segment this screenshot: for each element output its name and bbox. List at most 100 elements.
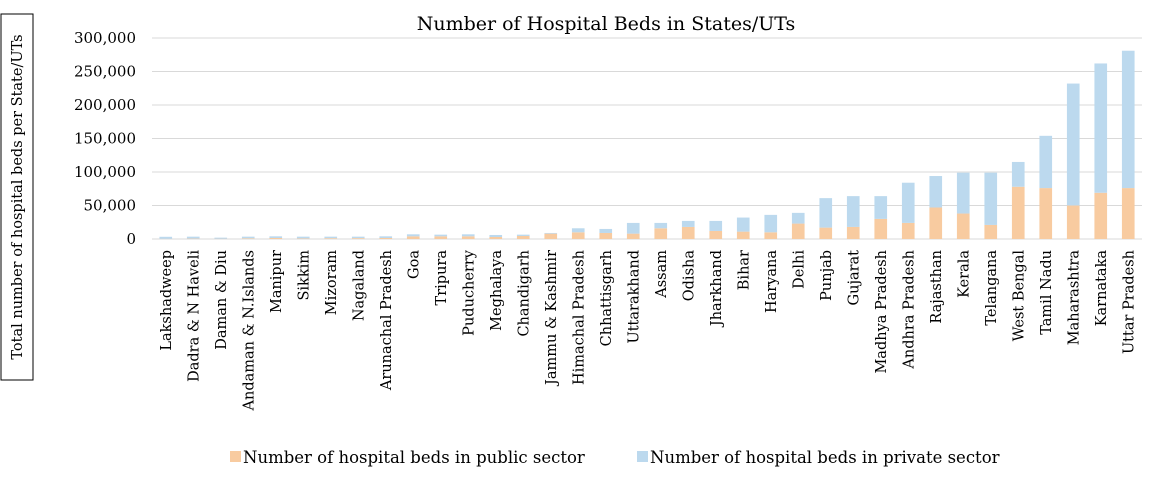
bar-private	[159, 236, 173, 239]
bar-private	[791, 212, 805, 224]
bar-private	[1039, 135, 1053, 189]
bar-public	[544, 233, 558, 239]
bar-public	[489, 236, 503, 239]
category-label: Himachal Pradesh	[571, 250, 587, 385]
category-label: Chhattisgarh	[599, 250, 615, 346]
category-label: Uttar Pradesh	[1121, 250, 1137, 354]
bar-public	[1121, 188, 1135, 239]
category-label: Nagaland	[351, 250, 367, 321]
bar-public	[379, 237, 393, 239]
bar-private	[296, 236, 310, 239]
category-label: Meghalaya	[489, 250, 505, 331]
bar-public	[846, 226, 860, 239]
category-label: Punjab	[819, 250, 835, 301]
y-tick-label: 0	[126, 230, 136, 248]
bar-private	[599, 228, 613, 233]
bar-private	[379, 236, 393, 238]
bar-public	[1094, 192, 1108, 239]
bar-private	[214, 237, 228, 239]
category-label: Assam	[654, 250, 670, 299]
legend-swatch-public	[230, 451, 241, 462]
category-label: Bihar	[736, 250, 752, 290]
category-label: Andaman & N.Islands	[241, 250, 257, 411]
bar-public	[874, 218, 888, 239]
bar-private	[681, 220, 695, 227]
bar-public	[461, 236, 475, 239]
category-label: Puducherry	[461, 249, 477, 336]
bar-private	[324, 236, 338, 239]
bar-private	[874, 196, 888, 219]
bar-private	[406, 234, 420, 237]
bar-public	[681, 226, 695, 239]
bar-private	[186, 236, 200, 239]
bar-private	[764, 214, 778, 233]
bar-private	[351, 236, 365, 239]
category-label: Kerala	[956, 250, 972, 298]
legend: Number of hospital beds in public sector…	[230, 448, 1000, 467]
bar-public	[571, 232, 585, 239]
x-tick-labels: Lakshadweep Dadra & N Haveli Daman & Diu An…	[159, 249, 1138, 411]
bar-public	[901, 222, 915, 239]
category-label: Daman & Diu	[214, 250, 230, 350]
bar-public	[324, 238, 338, 239]
legend-label-public: Number of hospital beds in public sector	[243, 448, 585, 467]
bar-public	[516, 235, 530, 239]
bar-public	[269, 237, 283, 239]
bar-private	[626, 222, 640, 234]
category-label: Rajasthan	[929, 250, 945, 324]
category-label: Mizoram	[324, 250, 340, 315]
category-label: Maharashtra	[1066, 250, 1082, 346]
bar-private	[709, 220, 723, 231]
bar-private	[736, 217, 750, 232]
y-tick-label: 200,000	[74, 96, 136, 114]
bars	[159, 50, 1135, 239]
y-axis-title: Total number of hospital beds per State/…	[10, 34, 26, 359]
bar-public	[599, 232, 613, 239]
category-label: Gujarat	[846, 250, 862, 306]
bar-private	[846, 196, 860, 227]
chart-title: Number of Hospital Beds in States/UTs	[417, 13, 796, 35]
bar-public	[241, 238, 255, 239]
bar-private	[461, 234, 475, 237]
category-label: West Bengal	[1011, 250, 1027, 342]
bar-public	[626, 233, 640, 239]
category-label: Delhi	[791, 250, 807, 289]
bar-private	[1121, 50, 1135, 189]
bar-public	[406, 236, 420, 239]
bar-public	[736, 231, 750, 239]
bar-public	[654, 228, 668, 239]
category-label: Jammu & Kashmir	[544, 250, 560, 387]
category-label: Arunachal Pradesh	[379, 250, 395, 391]
y-axis-title-box: Total number of hospital beds per State/…	[0, 13, 34, 381]
y-tick-label: 150,000	[74, 130, 136, 148]
bar-private	[1094, 63, 1108, 193]
bar-public	[764, 232, 778, 239]
legend-swatch-private	[637, 451, 648, 462]
bar-public	[709, 230, 723, 239]
bar-public	[296, 238, 310, 239]
category-label: Manipur	[269, 250, 285, 313]
bar-private	[489, 234, 503, 237]
category-label: Tamil Nadu	[1039, 250, 1055, 335]
bar-public	[791, 223, 805, 239]
category-label: Odisha	[681, 250, 697, 302]
category-label: Karnataka	[1094, 250, 1110, 327]
bar-private	[901, 182, 915, 223]
y-tick-labels: 0 50,000 100,000 150,000 200,000 250,000 300,0…	[74, 29, 136, 248]
bar-public	[984, 224, 998, 239]
category-label: Haryana	[764, 250, 780, 313]
category-label: Dadra & N Haveli	[186, 250, 202, 382]
bar-private	[1011, 161, 1025, 187]
legend-label-private: Number of hospital beds in private secto…	[650, 448, 1000, 467]
category-label: Telangana	[984, 250, 1000, 326]
category-label: Chandigarh	[516, 250, 532, 337]
category-label: Jharkhand	[709, 250, 725, 328]
bar-public	[956, 213, 970, 239]
category-label: Lakshadweep	[159, 250, 175, 351]
legend-item-public: Number of hospital beds in public sector	[230, 448, 585, 467]
bar-private	[654, 222, 668, 229]
bar-private	[956, 172, 970, 214]
bar-private	[269, 236, 283, 238]
bar-private	[984, 172, 998, 225]
